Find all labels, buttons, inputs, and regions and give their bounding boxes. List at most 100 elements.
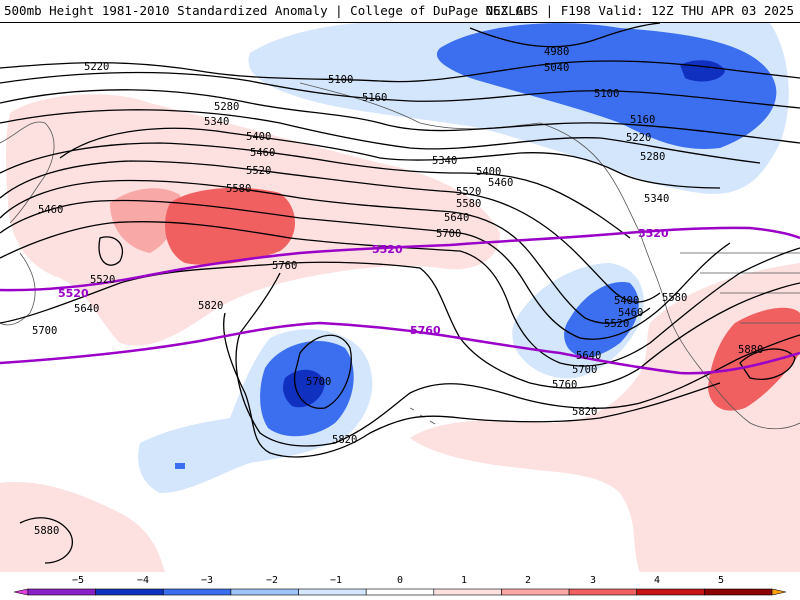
- contour-label: 5460: [618, 307, 643, 319]
- contour-label: 5160: [362, 92, 387, 104]
- contour-line: [98, 236, 124, 266]
- negative-anomaly-spot: [175, 463, 185, 469]
- contour-label: 5820: [332, 434, 357, 446]
- highlight-contour-5760: [0, 321, 800, 375]
- colorbar-swatch: [433, 588, 502, 596]
- contour-label: 5580: [456, 198, 481, 210]
- contour-label: 5220: [626, 132, 651, 144]
- colorbar-swatch: [27, 588, 96, 596]
- contour-label: 4980: [544, 46, 569, 58]
- contour-label: 5520: [456, 186, 481, 198]
- contour-line: [19, 517, 73, 564]
- contour-label: 5520: [246, 165, 271, 177]
- contour-label: 5340: [644, 193, 669, 205]
- contour-label: 5220: [84, 61, 109, 73]
- colorbar-swatch: [636, 588, 705, 596]
- highlight-label: 5760: [410, 324, 441, 337]
- contour-label: 5580: [226, 183, 251, 195]
- contour-label: 5100: [328, 74, 353, 86]
- title-bar: 500mb Height 1981-2010 Standardized Anom…: [0, 0, 800, 23]
- height-contours: [0, 23, 800, 564]
- contour-line: [235, 272, 800, 447]
- positive-anomaly-area: [0, 482, 165, 573]
- contour-label: 5700: [436, 228, 461, 240]
- colorbar-tick: 3: [590, 575, 596, 586]
- contour-label: 5040: [544, 62, 569, 74]
- colorbar-tick: −5: [72, 575, 84, 586]
- contour-line: [0, 221, 800, 367]
- contour-line: [0, 60, 800, 83]
- anomaly-map: 4980 5040 5100 5100 5160 5160 5220 5220 …: [0, 23, 800, 573]
- contour-line: [293, 334, 352, 409]
- contour-label: 5100: [594, 88, 619, 100]
- highlight-label: 5520: [372, 243, 403, 256]
- colorbar-swatch: [95, 588, 164, 596]
- asia-coastline: [0, 121, 55, 326]
- contour-label: 5880: [738, 344, 763, 356]
- negative-anomaly-area: [436, 23, 777, 149]
- highlighted-contours: [0, 226, 800, 375]
- colorbar-tick: −2: [266, 575, 278, 586]
- positive-anomaly-core: [708, 307, 800, 411]
- colorbar-swatch: [230, 588, 299, 596]
- contour-labels: 4980 5040 5100 5100 5160 5160 5220 5220 …: [32, 46, 763, 537]
- contour-line: [59, 127, 721, 189]
- colorbar-tick: 4: [654, 575, 660, 586]
- colorbar-arrow-high: [771, 588, 787, 596]
- contour-label: 5820: [572, 406, 597, 418]
- anomaly-shading: [0, 23, 800, 573]
- north-america-coastline: [664, 302, 800, 430]
- contour-label: 5340: [432, 155, 457, 167]
- colorbar-tick: −3: [201, 575, 213, 586]
- colorbar-tick: 2: [525, 575, 531, 586]
- colorbar-swatch: [568, 588, 638, 596]
- contour-label: 5640: [444, 212, 469, 224]
- colorbar-swatches: [13, 588, 787, 596]
- positive-anomaly-area: [410, 263, 800, 573]
- highlight-contour-5520: [0, 226, 800, 292]
- negative-anomaly-core: [283, 369, 325, 408]
- colorbar-tick: 1: [461, 575, 467, 586]
- contour-line: [0, 142, 631, 239]
- colorbar-ticks: −5 −4 −3 −2 −1 0 1 2 3 4 5: [72, 575, 724, 586]
- colorbar-swatch: [162, 588, 232, 596]
- colorbar-swatch: [365, 588, 435, 596]
- contour-label: 5880: [34, 525, 59, 537]
- colorbar-swatch: [501, 588, 570, 596]
- contour-line: [0, 71, 800, 109]
- contour-line: [0, 160, 661, 303]
- colorbar-swatch: [298, 588, 367, 596]
- contour-label: 5640: [74, 303, 99, 315]
- contour-label: 5460: [38, 204, 63, 216]
- positive-anomaly-core: [165, 187, 295, 265]
- contour-label: 5340: [204, 116, 229, 128]
- contour-line: [0, 199, 731, 340]
- contour-label: 5520: [90, 274, 115, 286]
- contour-line: [469, 23, 661, 48]
- map-title: 500mb Height 1981-2010 Standardized Anom…: [4, 3, 531, 18]
- contour-label: 5700: [306, 376, 331, 388]
- contour-label: 5520: [604, 318, 629, 330]
- contour-label: 5700: [32, 325, 57, 337]
- contour-line: [0, 179, 651, 324]
- contour-line: [223, 312, 721, 458]
- contour-label: 5460: [488, 177, 513, 189]
- colorbar-tick: −4: [137, 575, 149, 586]
- contour-label: 5400: [246, 131, 271, 143]
- contour-label: 5760: [272, 260, 297, 272]
- contour-label: 5760: [552, 379, 577, 391]
- highlight-label: 5520: [638, 227, 669, 240]
- contour-label: 5700: [572, 364, 597, 376]
- colorbar-tick: 0: [397, 575, 403, 586]
- colorbar: −5 −4 −3 −2 −1 0 1 2 3 4 5: [0, 572, 800, 600]
- contour-label: 5280: [214, 101, 239, 113]
- colorbar-arrow-low: [13, 588, 29, 596]
- highlight-label: 5520: [58, 287, 89, 300]
- colorbar-tick: 5: [718, 575, 724, 586]
- contour-label: 5580: [662, 292, 687, 304]
- model-run-info: 06Z GFS | F198 Valid: 12Z THU APR 03 202…: [485, 3, 794, 18]
- contour-label: 5400: [614, 295, 639, 307]
- highlight-labels: 5520 5520 5520 5760: [58, 227, 669, 337]
- contour-label: 5160: [630, 114, 655, 126]
